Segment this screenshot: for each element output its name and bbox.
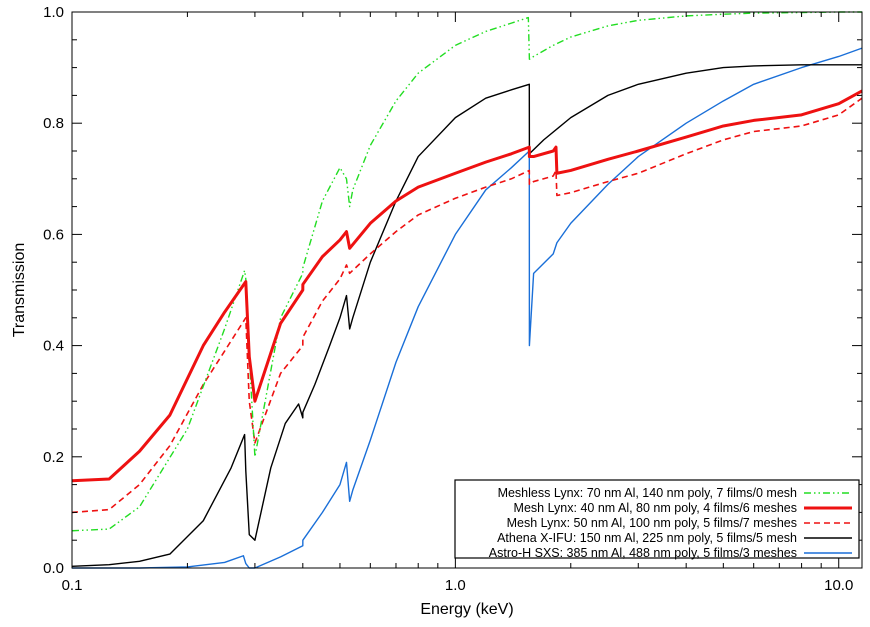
legend-label-5: Astro-H SXS: 385 nm Al, 488 nm poly, 5 f…: [489, 546, 797, 560]
x-tick-label: 10.0: [824, 577, 853, 594]
legend-label-1: Meshless Lynx: 70 nm Al, 140 nm poly, 7 …: [498, 486, 797, 500]
x-tick-label: 1.0: [445, 577, 466, 594]
series-line-3: [71, 97, 863, 514]
y-axis-label: Transmission: [11, 243, 28, 338]
axis-ticks: [71, 11, 862, 569]
legend-label-2: Mesh Lynx: 40 nm Al, 80 nm poly, 4 films…: [514, 501, 797, 515]
series-line-1: [71, 11, 862, 532]
legend-label-3: Mesh Lynx: 50 nm Al, 100 nm poly, 5 film…: [507, 516, 797, 530]
x-tick-label: 0.1: [62, 577, 83, 594]
legend-box: [454, 479, 860, 559]
series-lines: [71, 11, 863, 569]
series-line-5: [72, 47, 863, 569]
y-tick-label: 0.2: [43, 449, 64, 466]
y-tick-label: 1.0: [43, 4, 64, 21]
axis-tick-labels: 0.1 1.0 10.0 0.0 0.2 0.4 0.6 0.8 1.0: [43, 4, 853, 594]
y-tick-label: 0.0: [43, 560, 64, 577]
x-axis-label: Energy (keV): [420, 601, 513, 618]
legend: Meshless Lynx: 70 nm Al, 140 nm poly, 7 …: [454, 479, 860, 560]
series-line-2: [71, 89, 863, 483]
y-tick-label: 0.4: [43, 338, 64, 355]
y-tick-label: 0.8: [43, 115, 64, 132]
legend-label-4: Athena X-IFU: 150 nm Al, 225 nm poly, 5 …: [497, 531, 797, 545]
series-line-4: [71, 64, 862, 568]
y-tick-label: 0.6: [43, 226, 64, 243]
